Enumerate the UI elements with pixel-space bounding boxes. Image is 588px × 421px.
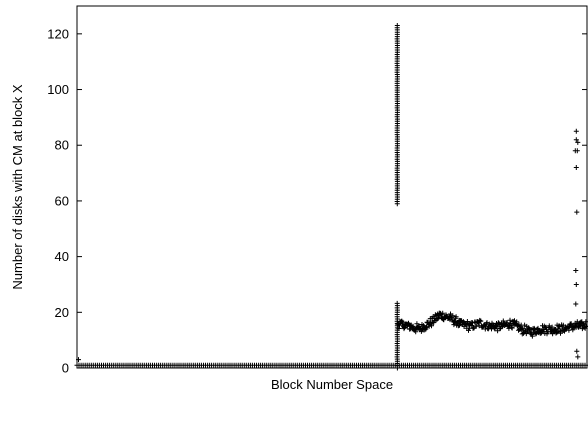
plot-frame	[76, 5, 588, 369]
x-axis-label: Block Number Space	[271, 377, 393, 392]
y-axis-ticks: 0 20 40 60 80 100 120	[47, 26, 587, 376]
y-tick-label: 100	[47, 82, 69, 97]
y-axis-label: Number of disks with CM at block X	[10, 84, 25, 290]
plus-markers	[74, 23, 588, 371]
y-tick-label: 120	[47, 26, 69, 41]
y-tick-label: 20	[55, 305, 69, 320]
y-tick-label: 40	[55, 249, 69, 264]
y-tick-label: 80	[55, 138, 69, 153]
y-tick-label: 0	[62, 361, 69, 376]
data-points	[74, 23, 588, 371]
y-tick-label: 60	[55, 193, 69, 208]
